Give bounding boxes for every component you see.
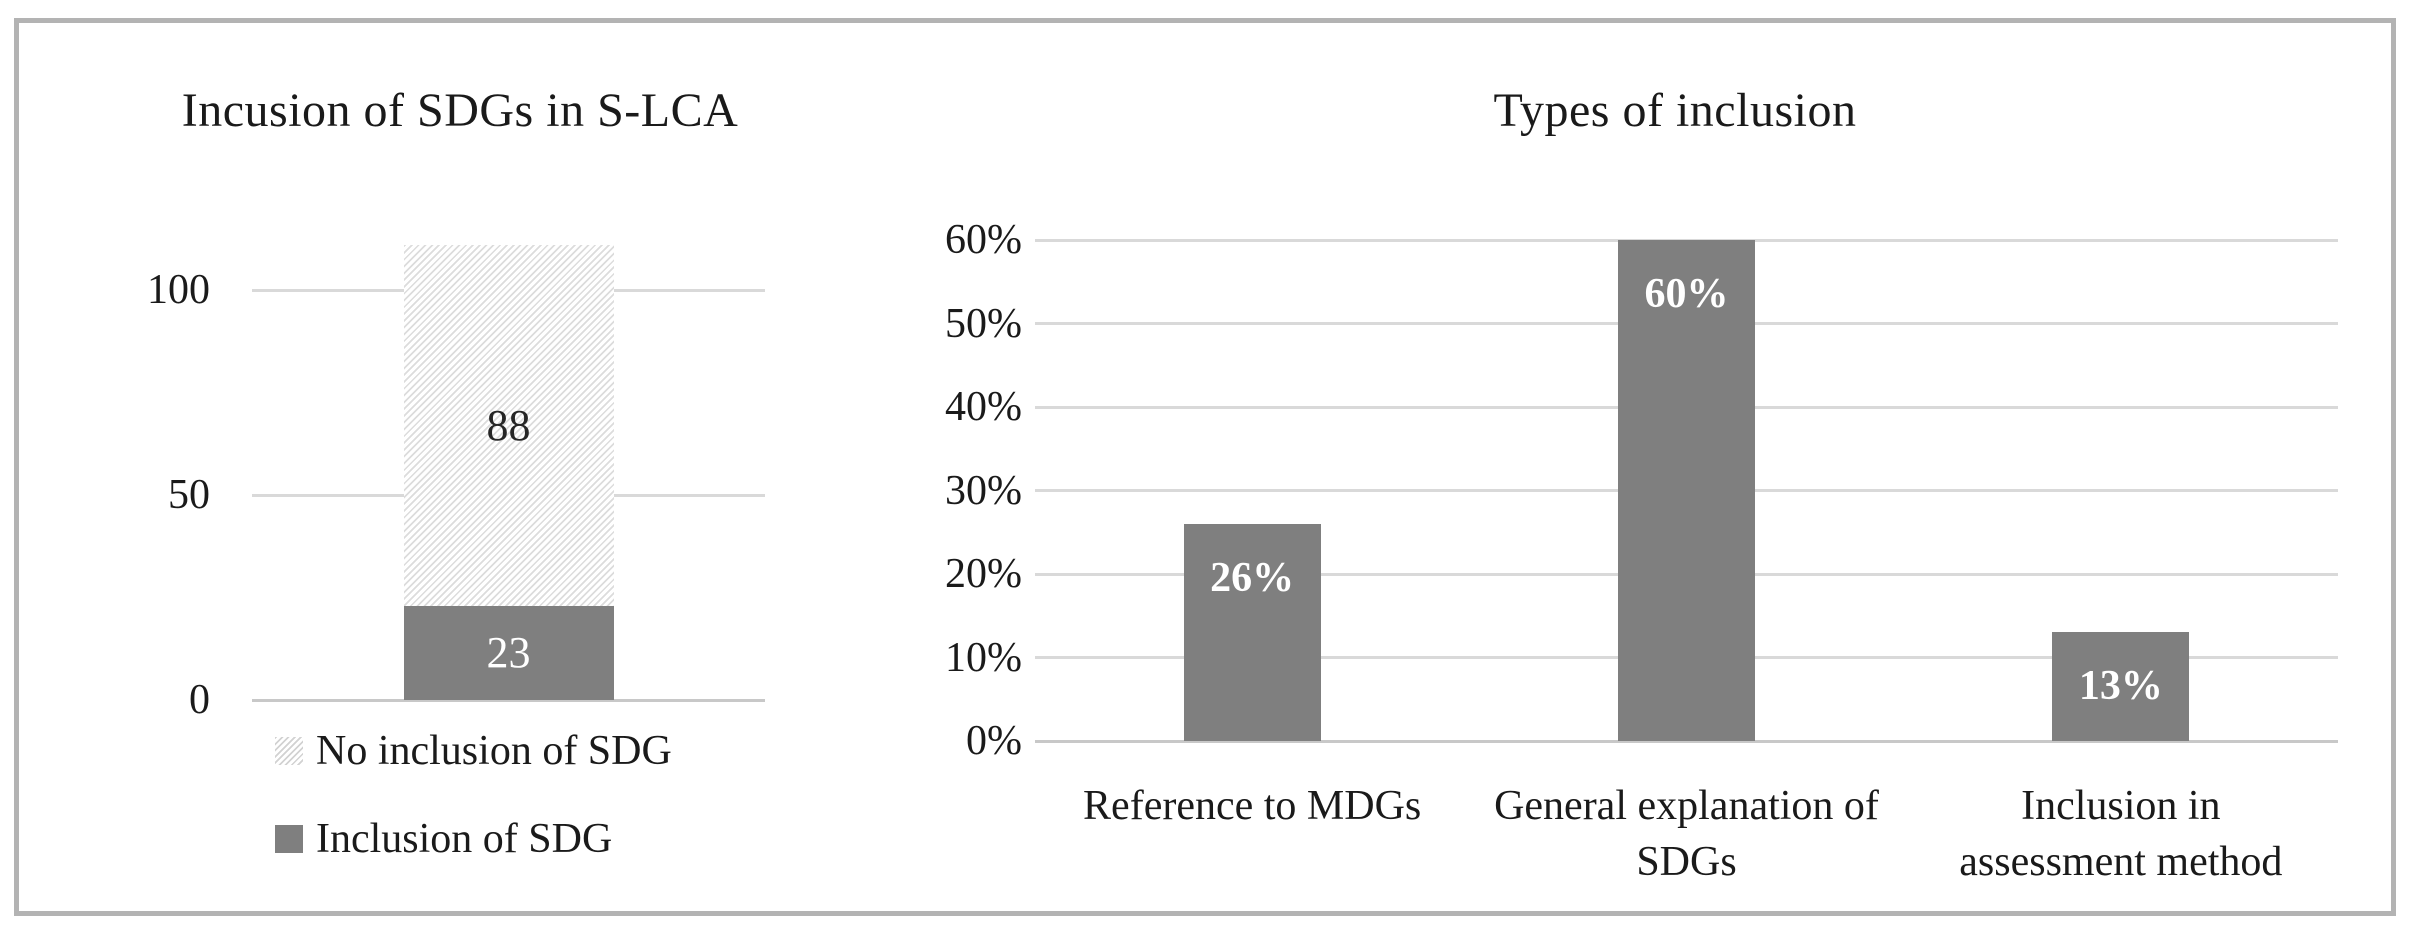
x-axis-category-label-line: Reference to MDGs bbox=[1083, 783, 1422, 829]
bar-value-label: 13% bbox=[2078, 663, 2163, 710]
x-axis-category-label-line: General explanation of bbox=[1494, 783, 1879, 829]
bar-reference-to-mdgs: 26% bbox=[1183, 523, 1321, 741]
stacked-bar: 23 88 bbox=[403, 245, 614, 700]
chart-title: Incusion of SDGs in S-LCA bbox=[181, 84, 739, 137]
legend-swatch-hatch bbox=[275, 737, 303, 765]
legend-label: No inclusion of SDG bbox=[316, 728, 672, 774]
y-axis-tick-label: 20% bbox=[945, 551, 1022, 597]
chart-title: Types of inclusion bbox=[1493, 84, 1857, 137]
bar-segment-no-inclusion-of-sdg: 88 bbox=[403, 245, 614, 606]
gridline-0 bbox=[252, 698, 765, 702]
x-axis-category-label-line: Inclusion in bbox=[2021, 783, 2221, 829]
y-axis-tick-label: 60% bbox=[945, 217, 1022, 263]
bar-general-explanation-of-sdgs: 60% bbox=[1618, 240, 1755, 741]
bar-inclusion-in-assessment-method: 13% bbox=[2052, 632, 2190, 741]
plot-area: 23 88 bbox=[252, 245, 765, 702]
legend-item: Inclusion of SDG bbox=[275, 814, 612, 864]
chart-types-of-inclusion: Types of inclusion 26% 60% 13% 60% 50% 40% 30… bbox=[940, 21, 2410, 921]
y-axis-tick-label: 30% bbox=[945, 467, 1022, 514]
bar-value-label: 23 bbox=[486, 628, 531, 678]
x-axis-category-label: Reference to MDGs bbox=[1022, 778, 1482, 834]
gridline-0 bbox=[1035, 739, 2338, 743]
y-axis-tick-label: 10% bbox=[945, 634, 1022, 681]
y-axis-tick-label: 0 bbox=[189, 677, 210, 723]
bar-segment-inclusion-of-sdg: 23 bbox=[403, 605, 614, 700]
y-axis-tick-label: 40% bbox=[945, 384, 1022, 430]
y-axis-tick-label: 50% bbox=[945, 300, 1022, 347]
legend-label: Inclusion of SDG bbox=[316, 816, 613, 862]
plot-area: 26% 60% 13% bbox=[1035, 238, 2338, 743]
x-axis-category-label: General explanation of SDGs bbox=[1457, 778, 1917, 890]
y-axis-tick-label: 100 bbox=[147, 267, 210, 314]
chart-inclusion-of-sdgs-in-slca: Incusion of SDGs in S-LCA 23 88 100 50 0 No … bbox=[20, 21, 940, 921]
y-axis-tick-label: 0% bbox=[966, 718, 1022, 764]
x-axis-category-label-line: assessment method bbox=[1959, 839, 2283, 885]
x-axis-category-label: Inclusion in assessment method bbox=[1891, 778, 2351, 890]
bar-value-label: 26% bbox=[1210, 554, 1295, 601]
legend-item: No inclusion of SDG bbox=[275, 726, 672, 776]
y-axis-tick-label: 50 bbox=[168, 472, 210, 519]
bar-value-label: 88 bbox=[486, 400, 531, 450]
bar-value-label: 60% bbox=[1644, 271, 1729, 317]
x-axis-category-label-line: SDGs bbox=[1636, 839, 1737, 885]
legend-swatch-solid bbox=[275, 825, 303, 853]
